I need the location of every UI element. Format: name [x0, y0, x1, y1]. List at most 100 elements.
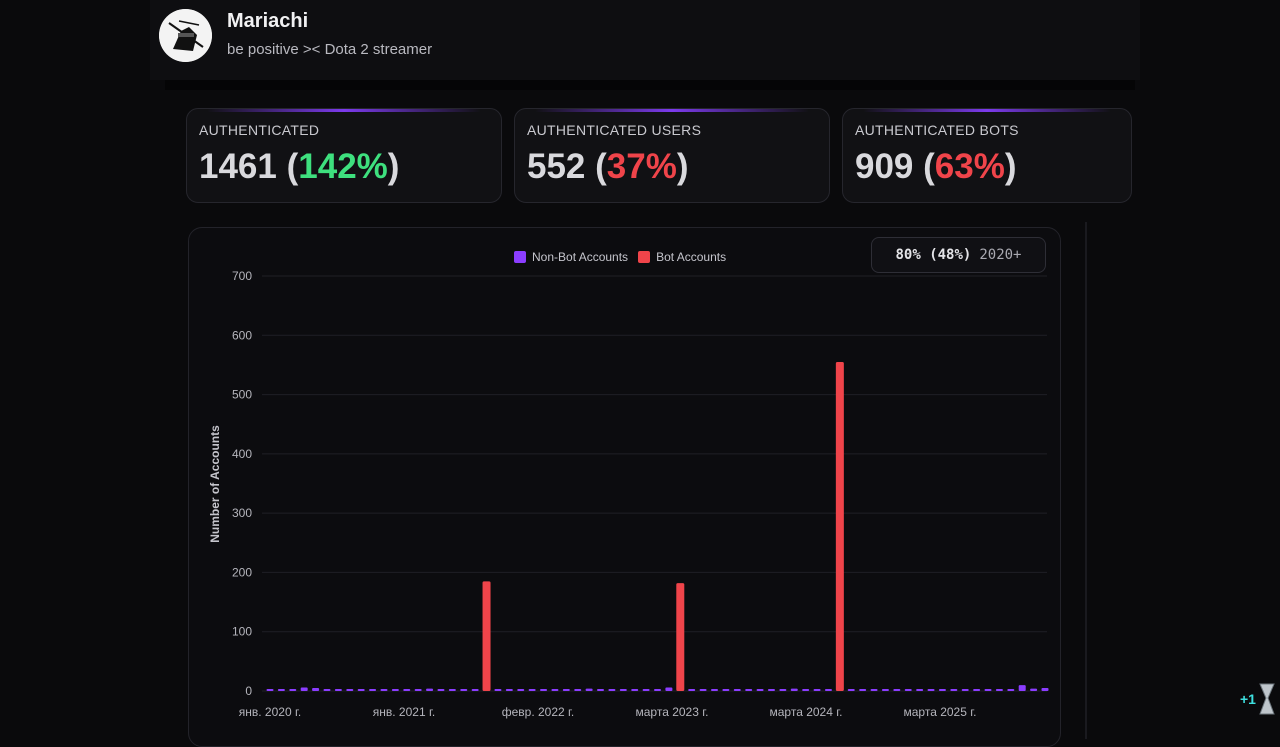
non-bot-bar [790, 688, 798, 691]
bot-bar [835, 361, 844, 691]
non-bot-bar [1018, 685, 1026, 691]
chart-legend: Non-Bot Accounts Bot Accounts [514, 250, 736, 264]
x-tick-label: янв. 2020 г. [239, 705, 301, 719]
non-bot-bar [733, 689, 741, 691]
stat-value: 1461 (142%) [199, 147, 400, 186]
non-bot-bar [312, 688, 320, 691]
non-bot-bar [916, 689, 924, 691]
non-bot-bar [859, 689, 867, 691]
non-bot-bar [802, 689, 810, 691]
non-bot-bar [824, 689, 832, 691]
non-bot-bar [1007, 689, 1015, 691]
non-bot-bar [665, 687, 673, 691]
stat-percent: 142% [298, 147, 388, 186]
non-bot-bar [494, 689, 502, 691]
avatar[interactable] [159, 9, 212, 62]
non-bot-bar [608, 689, 616, 691]
non-bot-bar [767, 689, 775, 691]
non-bot-bar [893, 689, 901, 691]
non-bot-bar [300, 687, 308, 691]
y-axis-label: Number of Accounts [208, 425, 222, 543]
non-bot-bar [562, 689, 570, 691]
non-bot-bar [460, 689, 468, 691]
non-bot-bar [346, 689, 354, 691]
ratio-sub: 2020+ [979, 247, 1022, 263]
stat-number: 909 [855, 147, 914, 186]
x-tick-label: марта 2024 г. [770, 705, 843, 719]
non-bot-bar [391, 689, 399, 691]
non-bot-bar [813, 689, 821, 691]
non-bot-bar [585, 688, 593, 691]
non-bot-bar [654, 689, 661, 691]
legend-swatch-bot [638, 251, 651, 263]
profile-tagline: be positive >< Dota 2 streamer [227, 41, 433, 58]
non-bot-bar [471, 689, 479, 691]
ratio-main: 80% (48%) [895, 247, 972, 263]
non-bot-bar [779, 689, 787, 691]
ninja-avatar-icon [159, 9, 212, 62]
bot-bar [482, 581, 491, 691]
non-bot-bar [847, 689, 855, 691]
stat-value: 909 (63%) [855, 147, 1017, 186]
y-tick-label: 600 [232, 328, 252, 342]
non-bot-bar [699, 689, 707, 691]
non-bot-bar [380, 689, 388, 691]
non-bot-bar [1030, 688, 1038, 691]
non-bot-bar [289, 689, 297, 691]
stat-percent: 63% [934, 147, 1005, 186]
chart-card [188, 227, 1061, 747]
non-bot-bar [950, 689, 958, 691]
y-tick-label: 200 [232, 565, 252, 579]
non-bot-bar [323, 689, 331, 691]
stat-card-authenticated-users: AUTHENTICATED USERS 552 (37%) [514, 108, 830, 203]
stat-label: AUTHENTICATED USERS [527, 122, 702, 138]
non-bot-bar [357, 689, 365, 691]
non-bot-bar [574, 689, 582, 691]
stat-value: 552 (37%) [527, 147, 689, 186]
scroll-divider [1085, 222, 1087, 739]
x-tick-label: марта 2025 г. [904, 705, 977, 719]
non-bot-bar [448, 689, 456, 691]
y-tick-label: 300 [232, 506, 252, 520]
legend-item-non-bot[interactable]: Non-Bot Accounts [514, 250, 628, 264]
divider [165, 80, 1135, 90]
non-bot-bar [1041, 688, 1049, 691]
non-bot-bar [973, 689, 981, 691]
y-tick-label: 700 [232, 269, 252, 283]
x-tick-label: марта 2023 г. [636, 705, 709, 719]
legend-label: Non-Bot Accounts [532, 250, 629, 264]
non-bot-bar [334, 689, 342, 691]
svg-text:+1: +1 [1240, 691, 1256, 707]
non-bot-bar [414, 689, 422, 691]
non-bot-bar [619, 689, 627, 691]
profile-name: Mariachi [227, 10, 309, 32]
legend-item-bot[interactable]: Bot Accounts [638, 250, 726, 264]
non-bot-bar [938, 689, 946, 691]
stat-number: 1461 [199, 147, 277, 186]
non-bot-bar [277, 689, 285, 691]
non-bot-bar [597, 689, 605, 691]
non-bot-bar [266, 689, 274, 691]
stat-label: AUTHENTICATED [199, 122, 320, 138]
non-bot-bar [426, 688, 434, 691]
non-bot-bar [517, 689, 525, 691]
non-bot-bar [745, 689, 753, 691]
non-bot-bar [551, 689, 559, 691]
profile-header [150, 0, 1140, 80]
non-bot-bar [995, 689, 1003, 691]
non-bot-bar [927, 689, 935, 691]
legend-swatch-non-bot [514, 251, 526, 263]
non-bot-bar [881, 689, 889, 691]
stat-card-authenticated-bots: AUTHENTICATED BOTS 909 (63%) [842, 108, 1132, 203]
stat-card-authenticated: AUTHENTICATED 1461 (142%) [186, 108, 502, 203]
non-bot-bar [642, 689, 650, 691]
stat-label: AUTHENTICATED BOTS [855, 122, 1019, 138]
legend-label: Bot Accounts [656, 250, 727, 264]
non-bot-bar [505, 689, 513, 691]
non-bot-bar [631, 689, 639, 691]
non-bot-bar [540, 689, 548, 691]
x-tick-label: янв. 2021 г. [373, 705, 435, 719]
non-bot-bar [437, 689, 445, 691]
stat-number: 552 [527, 147, 586, 186]
